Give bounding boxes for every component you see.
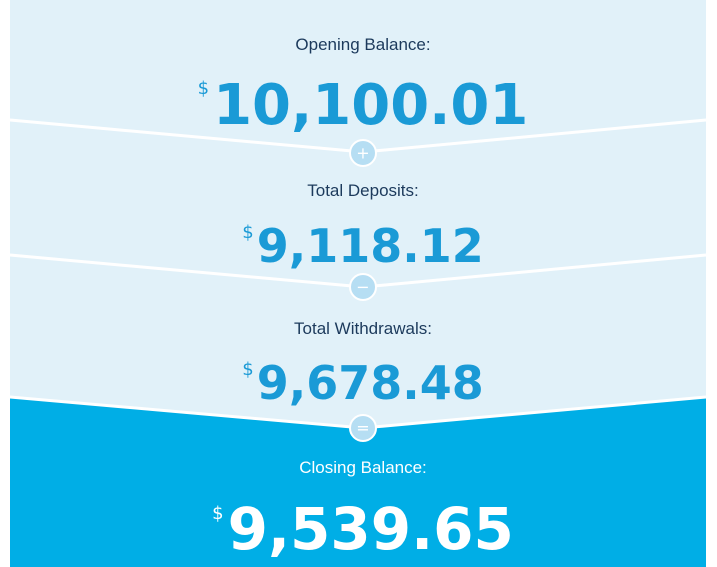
operator-circle bbox=[349, 273, 377, 301]
currency: $ bbox=[242, 359, 253, 380]
amount-value: 10,100.01 bbox=[213, 73, 528, 138]
amount: $9,539.65 bbox=[212, 495, 514, 563]
amount: $9,678.48 bbox=[242, 356, 483, 410]
section-label: Closing Balance: bbox=[299, 458, 427, 477]
section-label: Opening Balance: bbox=[295, 35, 430, 54]
amount-value: 9,118.12 bbox=[257, 219, 484, 273]
amount-value: 9,539.65 bbox=[228, 495, 514, 563]
section-label: Total Withdrawals: bbox=[294, 319, 432, 338]
currency: $ bbox=[212, 503, 223, 524]
amount: $10,100.01 bbox=[198, 73, 529, 138]
currency: $ bbox=[242, 222, 253, 243]
operator: + bbox=[356, 144, 369, 163]
operator-circle bbox=[349, 139, 377, 167]
section-label: Total Deposits: bbox=[307, 181, 419, 200]
closing-panel bbox=[10, 397, 706, 567]
currency: $ bbox=[198, 78, 209, 99]
amount-value: 9,678.48 bbox=[257, 356, 484, 410]
operator: = bbox=[356, 419, 369, 438]
amount: $9,118.12 bbox=[242, 219, 483, 273]
operator-circle bbox=[349, 414, 377, 442]
operator: − bbox=[356, 278, 369, 297]
